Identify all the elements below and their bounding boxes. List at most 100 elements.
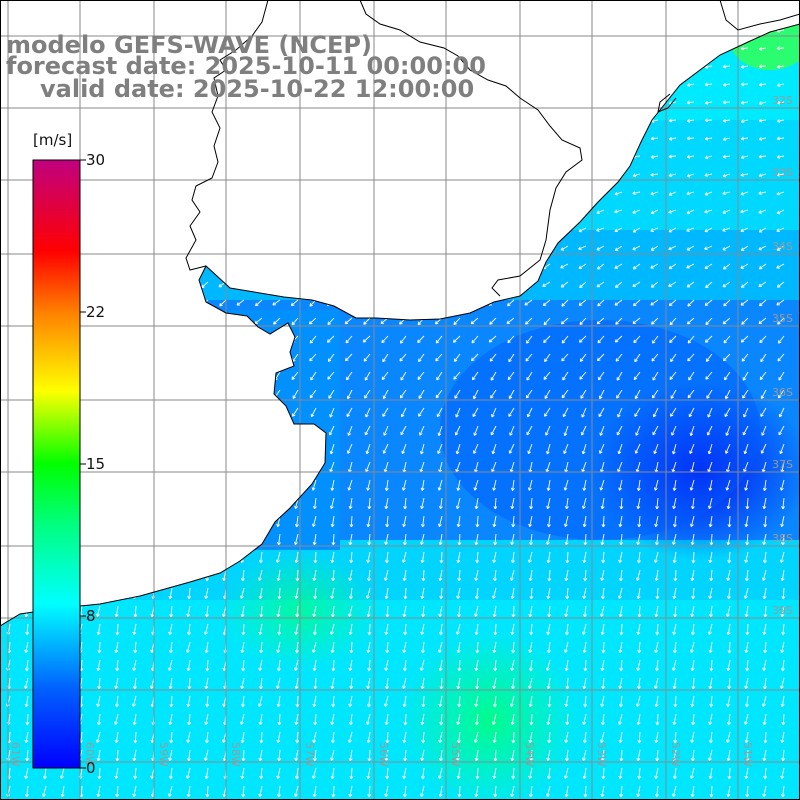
wind-arrow-head [488, 209, 492, 214]
wind-arrow [116, 749, 119, 762]
wind-arrow [417, 137, 425, 140]
wind-arrow [526, 371, 533, 381]
wind-arrow-head [457, 668, 462, 672]
wind-arrow-head [488, 119, 493, 124]
wind-arrow [80, 605, 83, 617]
wind-arrow [476, 515, 479, 528]
wind-arrow [294, 461, 299, 473]
wind-arrow-head [561, 303, 565, 307]
wind-arrow [326, 209, 335, 213]
wind-arrow [115, 515, 119, 527]
wind-arrow [97, 659, 101, 671]
wind-arrow-head [617, 468, 621, 473]
wind-arrow-head [166, 395, 170, 399]
wind-arrow-head [310, 413, 315, 418]
wind-arrow-head [164, 228, 169, 233]
wind-arrow-head [294, 649, 299, 654]
wind-arrow-head [578, 246, 582, 251]
wind-arrow-head [654, 739, 659, 744]
wind-arrow [692, 713, 695, 725]
wind-arrow [312, 479, 317, 491]
wind-arrow [782, 713, 785, 726]
wind-arrow [402, 479, 407, 491]
wind-arrow [186, 767, 191, 779]
wind-arrow [165, 299, 173, 306]
wind-arrow [652, 389, 659, 399]
wind-arrow [308, 227, 317, 232]
wind-arrow [327, 335, 335, 343]
wind-arrow-head [758, 101, 763, 106]
wind-arrow [332, 659, 335, 672]
wind-arrow [493, 731, 497, 743]
wind-arrow-head [204, 487, 209, 491]
wind-arrow-head [740, 136, 744, 141]
wind-arrow-head [276, 739, 281, 744]
wind-arrow [493, 641, 497, 653]
wind-arrow-head [688, 413, 693, 418]
wind-arrow [242, 785, 245, 797]
wind-arrow-head [456, 487, 461, 491]
wind-arrow-head [672, 721, 677, 726]
wind-arrow [494, 749, 497, 762]
wind-arrow-head [578, 136, 583, 141]
wind-arrow [205, 641, 209, 653]
wind-arrow [368, 749, 371, 762]
wind-arrow-head [726, 703, 731, 708]
wind-arrow [452, 191, 461, 196]
wind-arrow [348, 731, 353, 743]
wind-arrow-head [420, 649, 425, 654]
wind-arrow [476, 677, 479, 689]
wind-arrow-head [312, 739, 317, 744]
wind-arrow-head [470, 137, 475, 142]
wind-arrow [345, 263, 353, 270]
wind-arrow [291, 299, 299, 306]
wind-arrow-head [416, 246, 420, 251]
wind-arrow-head [614, 29, 619, 33]
wind-arrow [492, 587, 497, 599]
wind-arrow [619, 515, 623, 527]
wind-arrow-head [187, 686, 192, 690]
wind-arrow-head [690, 613, 695, 618]
wind-arrow [164, 119, 173, 122]
wind-arrow-head [92, 283, 97, 288]
wind-arrow [637, 623, 641, 635]
wind-arrow-head [402, 667, 407, 672]
wind-arrow [458, 695, 461, 707]
wind-arrow-head [403, 506, 408, 510]
wind-arrow-head [275, 487, 280, 491]
wind-arrow-head [668, 209, 672, 214]
wind-arrow [296, 731, 299, 743]
wind-arrow-head [740, 302, 745, 306]
wind-arrow-head [507, 339, 511, 344]
wind-arrow-head [650, 172, 654, 177]
wind-arrow-head [780, 667, 785, 672]
wind-arrow-head [471, 339, 476, 344]
wind-arrow [218, 227, 227, 232]
wind-arrow [96, 731, 101, 743]
wind-arrow [187, 533, 191, 545]
wind-arrow [691, 569, 695, 581]
wind-arrow [165, 137, 173, 140]
wind-arrow-head [598, 413, 602, 418]
wind-arrow-head [382, 450, 387, 454]
wind-arrow-head [578, 65, 583, 69]
wind-arrow [241, 479, 245, 491]
wind-arrow [22, 371, 29, 381]
lon-label: 51W [741, 742, 754, 767]
wind-arrow-head [506, 46, 511, 51]
wind-arrow [722, 209, 731, 214]
wind-arrow [367, 551, 371, 563]
wind-arrow-head [110, 228, 114, 233]
wind-arrow-head [24, 577, 29, 582]
wind-arrow-head [686, 210, 691, 214]
wind-arrow-head [258, 595, 263, 600]
wind-arrow [454, 389, 461, 399]
wind-arrow-head [615, 284, 619, 288]
wind-arrow [777, 281, 785, 288]
wind-arrow-head [97, 650, 102, 654]
wind-arrow-head [506, 191, 510, 195]
wind-arrow [581, 425, 587, 436]
wind-arrow [134, 551, 137, 563]
wind-arrow-head [488, 82, 492, 87]
